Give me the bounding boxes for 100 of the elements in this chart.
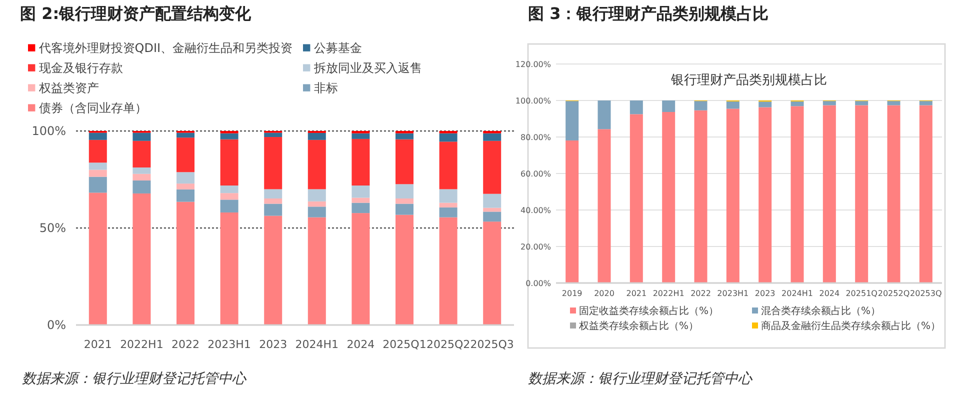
bar (352, 133, 370, 139)
x-tick-label: 20251Q (846, 289, 878, 298)
bar (352, 202, 370, 214)
legend-label: 非标 (314, 81, 338, 95)
bar (308, 132, 326, 140)
source-note: 数据来源：银行业理财登记托管中心 (528, 371, 753, 387)
legend-label: 权益类资产 (38, 81, 99, 95)
bar (822, 105, 836, 283)
y-tick-label: 50% (39, 221, 66, 236)
bar (176, 184, 194, 190)
text: 银行理财产品类别规模占比 (670, 73, 827, 88)
legend-label: 代客境外理财投资QDII、金融衍生品和另类投资 (38, 41, 293, 55)
bar (88, 176, 107, 193)
bar (483, 133, 502, 141)
x-tick-label: 2022H1 (652, 289, 684, 298)
bar (483, 194, 502, 208)
bar (352, 138, 370, 186)
bar (694, 110, 708, 283)
bar (396, 139, 414, 184)
legend-label: 固定收益类存续余额占比（%） (579, 305, 719, 317)
x-tick-label: 2024H1 (782, 289, 813, 298)
x-tick-label: 2024H1 (295, 338, 339, 351)
bar (308, 189, 326, 202)
bar (630, 114, 643, 283)
y-tick-label: 100% (32, 124, 66, 138)
bar (220, 139, 238, 186)
x-tick-label: 20252Q (878, 289, 910, 298)
bar (758, 107, 772, 283)
x-tick-label: 2022H1 (120, 338, 164, 351)
bar (694, 101, 708, 110)
bar (176, 172, 194, 184)
bar (483, 222, 502, 325)
bar (132, 180, 151, 194)
source-note: 数据来源：银行业理财登记托管中心 (22, 371, 247, 387)
legend-label: 现金及银行存款 (38, 61, 123, 75)
bar (439, 217, 458, 325)
y-tick-label: 100.00% (515, 96, 552, 106)
bar (352, 198, 370, 203)
bar (352, 213, 370, 325)
bar (790, 101, 804, 106)
x-tick-label: 2024 (346, 338, 375, 351)
x-tick-label: 2022 (690, 289, 711, 298)
bar (483, 212, 502, 222)
bar (264, 198, 282, 204)
bar (308, 217, 326, 325)
bar (855, 105, 868, 283)
legend-label: 拆放同业及买入返售 (312, 61, 422, 75)
x-tick-label: 2023H1 (717, 289, 749, 298)
x-tick-label: 2019 (562, 289, 582, 298)
bar (566, 140, 579, 283)
bar (264, 189, 282, 199)
chart-title: 图 3：银行理财产品类别规模占比 (528, 4, 769, 23)
bar (919, 105, 932, 283)
bar (220, 133, 238, 140)
bar (308, 140, 326, 190)
bar (439, 207, 458, 218)
bar (566, 101, 579, 140)
bar (352, 186, 370, 198)
bar (264, 216, 282, 325)
bar (887, 101, 900, 106)
bar (855, 101, 868, 106)
bar (396, 198, 414, 204)
x-tick-label: 20253Q (910, 289, 942, 298)
y-tick-label: 40.00% (520, 206, 552, 215)
legend-label: 公募基金 (314, 41, 362, 55)
y-tick-label: 0.00% (526, 278, 552, 288)
bar (88, 162, 107, 170)
bar (264, 204, 282, 216)
bar (220, 212, 238, 325)
bar (726, 108, 740, 283)
x-tick-label: 2025Q2 (426, 338, 470, 351)
bar (176, 202, 194, 325)
bar (308, 206, 326, 218)
bar (308, 201, 326, 207)
bar (132, 132, 151, 141)
x-tick-label: 2023H1 (208, 338, 251, 351)
bar (726, 101, 740, 109)
x-tick-label: 2021 (626, 289, 647, 298)
bar (176, 138, 194, 172)
bar (396, 184, 414, 199)
legend-label: 权益类存续余额占比（%） (578, 320, 699, 332)
y-tick-label: 60.00% (520, 169, 552, 178)
bar (598, 100, 611, 130)
x-tick-label: 2025Q1 (382, 338, 426, 351)
bar (439, 202, 458, 208)
bar (790, 106, 804, 283)
x-tick-label: 2023 (754, 289, 776, 298)
legend-label: 混合类存续余额占比（%） (761, 305, 881, 317)
bar (132, 174, 151, 180)
x-tick-label: 2023 (259, 338, 288, 351)
bar (662, 112, 676, 283)
bar (822, 101, 836, 106)
bar (758, 102, 772, 108)
legend-label: 商品及金融衍生品类存续余额占比（%） (761, 320, 941, 332)
bar (598, 129, 611, 283)
bar (630, 100, 643, 114)
bar (483, 140, 502, 194)
bar (220, 193, 238, 200)
legend-label: 债券（含同业存单） (38, 101, 147, 115)
bar (439, 142, 458, 190)
